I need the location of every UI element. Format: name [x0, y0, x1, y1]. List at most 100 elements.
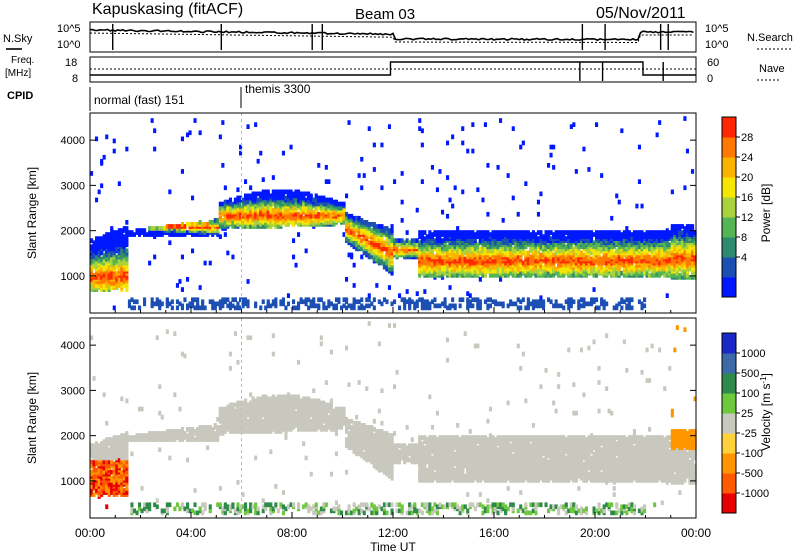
power-cell — [592, 287, 596, 292]
power-cell — [266, 299, 270, 305]
power-cell — [90, 287, 94, 292]
power-cell — [577, 299, 581, 305]
power-cell — [670, 264, 674, 270]
power-cell — [239, 144, 243, 150]
power-cell — [228, 201, 232, 207]
velocity-cell — [228, 504, 232, 510]
power-cell — [302, 201, 306, 207]
power-cell — [307, 297, 311, 303]
power-cell — [526, 256, 530, 262]
velocity-cell — [92, 447, 96, 453]
power-cell — [191, 195, 195, 201]
velocity-cell — [170, 429, 174, 434]
power-cell — [584, 254, 588, 260]
power-cell — [420, 128, 424, 134]
power-cell — [617, 254, 621, 260]
power-cell — [458, 297, 462, 303]
power-cell — [620, 128, 624, 134]
power-cell — [261, 195, 265, 201]
power-cell — [107, 232, 111, 237]
velocity-cell — [183, 435, 187, 440]
power-cell — [398, 293, 402, 298]
velocity-cell — [249, 400, 253, 406]
power-cell — [552, 144, 556, 150]
velocity-cell — [241, 492, 245, 497]
velocity-cell — [228, 366, 232, 371]
power-cell — [562, 262, 566, 268]
velocity-cell — [186, 502, 190, 508]
velocity-cell — [231, 420, 235, 426]
power-cell — [640, 266, 644, 272]
power-cell — [370, 222, 374, 227]
power-cell — [155, 297, 159, 303]
power-cell — [170, 305, 174, 311]
power-cell — [640, 262, 644, 268]
power-cell — [302, 215, 306, 221]
power-cell — [486, 262, 490, 268]
velocity-cell — [95, 449, 99, 455]
power-cell — [97, 244, 101, 250]
power-cell — [132, 232, 136, 237]
power-cell — [529, 254, 533, 260]
power-cell — [425, 258, 429, 264]
power-cell — [610, 248, 614, 254]
power-cell — [117, 260, 121, 266]
power-cell — [307, 191, 311, 197]
power-cell — [595, 305, 599, 311]
power-cell — [428, 266, 432, 272]
power-cell — [150, 226, 154, 231]
power-cell — [559, 262, 563, 268]
power-cell — [451, 230, 455, 235]
power-cell — [256, 197, 260, 203]
power-cell — [246, 299, 250, 305]
power-cell — [279, 193, 283, 199]
velocity-cell — [251, 396, 255, 402]
power-cell — [125, 283, 129, 288]
power-cell — [367, 240, 371, 246]
y-tick-label: 3000 — [61, 180, 85, 192]
power-cell — [226, 199, 230, 205]
power-cell — [324, 197, 328, 203]
power-cell — [239, 195, 243, 201]
power-cell — [478, 299, 482, 305]
power-cell — [332, 303, 336, 309]
power-cell — [539, 244, 543, 250]
power-cell — [274, 301, 278, 307]
power-cell — [180, 287, 184, 292]
power-cell — [511, 195, 515, 201]
power-cell — [496, 165, 500, 170]
power-cell — [203, 222, 207, 227]
power-cell — [218, 224, 222, 229]
power-cell — [655, 260, 659, 266]
power-cell — [549, 144, 553, 150]
velocity-cell — [178, 406, 182, 412]
velocity-cell — [105, 461, 109, 467]
power-cell — [100, 256, 104, 262]
velocity-cell — [155, 504, 159, 510]
power-cell — [542, 264, 546, 270]
power-cell — [193, 222, 197, 227]
power-cell — [499, 254, 503, 260]
power-cell — [435, 230, 439, 235]
power-cell — [590, 230, 594, 235]
power-cell — [107, 285, 111, 290]
power-cell — [620, 232, 624, 237]
velocity-cell — [145, 502, 149, 508]
power-cell — [483, 273, 487, 278]
power-cell — [483, 230, 487, 235]
velocity-cell — [155, 498, 159, 503]
power-cell — [486, 163, 490, 168]
velocity-cell — [239, 406, 243, 412]
power-cell — [685, 232, 689, 237]
power-cell — [428, 240, 432, 246]
power-cell — [345, 224, 349, 229]
power-cell — [125, 236, 129, 241]
power-cell — [228, 301, 232, 307]
power-cell — [643, 248, 647, 254]
power-cell — [564, 299, 568, 305]
power-cell — [471, 122, 475, 127]
velocity-cell — [203, 506, 207, 512]
power-cell — [458, 250, 462, 256]
velocity-cell — [168, 455, 172, 461]
